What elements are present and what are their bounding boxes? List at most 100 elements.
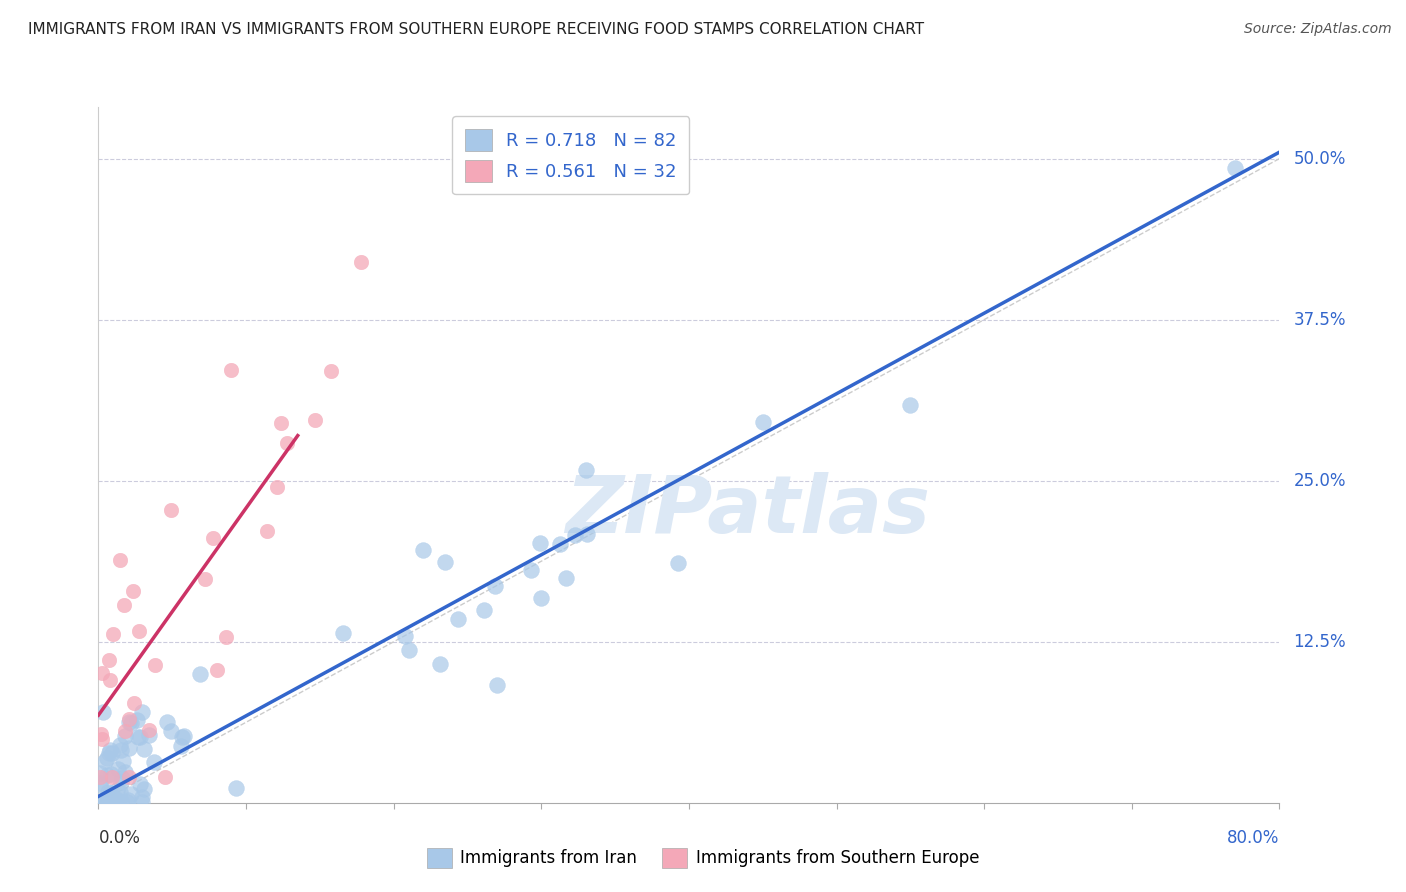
Point — [100, 786, 122, 800]
Point — [118, 712, 141, 726]
Point — [434, 555, 457, 569]
Point — [97, 791, 120, 805]
Point — [98, 673, 121, 687]
Point — [89, 778, 111, 792]
Point — [520, 563, 543, 577]
Point — [155, 770, 177, 784]
Point — [138, 723, 160, 737]
Point — [107, 762, 129, 776]
Point — [548, 536, 571, 550]
Point — [90, 665, 112, 680]
Point — [96, 751, 118, 765]
Point — [201, 531, 224, 545]
Point — [668, 556, 690, 570]
Point — [98, 747, 121, 761]
Point — [89, 770, 111, 784]
Point — [117, 795, 139, 809]
Point — [104, 795, 127, 809]
Point — [100, 767, 122, 781]
Point — [304, 413, 326, 427]
Point — [91, 795, 114, 809]
Point — [100, 795, 122, 809]
Point — [170, 731, 193, 745]
Point — [101, 747, 124, 761]
Point — [205, 663, 228, 677]
Point — [398, 643, 420, 657]
Point — [111, 754, 134, 768]
Point — [100, 788, 122, 802]
Point — [332, 626, 354, 640]
Point — [143, 657, 166, 672]
Text: 0.0%: 0.0% — [98, 829, 141, 847]
Point — [170, 739, 193, 753]
Point — [159, 503, 181, 517]
Text: 12.5%: 12.5% — [1294, 632, 1346, 651]
Point — [93, 754, 115, 768]
Point — [486, 678, 509, 692]
Text: 37.5%: 37.5% — [1294, 310, 1346, 328]
Point — [129, 731, 152, 745]
Point — [110, 795, 132, 809]
Point — [111, 771, 134, 785]
Point — [108, 784, 131, 798]
Point — [105, 783, 128, 797]
Point — [122, 696, 145, 710]
Point — [121, 584, 143, 599]
Point — [114, 724, 136, 739]
Text: Source: ZipAtlas.com: Source: ZipAtlas.com — [1244, 22, 1392, 37]
Point — [112, 598, 135, 612]
Point — [447, 612, 470, 626]
Point — [143, 755, 166, 769]
Point — [266, 480, 288, 494]
Point — [131, 789, 153, 804]
Point — [574, 463, 596, 477]
Point — [93, 705, 115, 719]
Point — [276, 435, 298, 450]
Point — [138, 728, 160, 742]
Point — [530, 591, 553, 605]
Point — [108, 738, 131, 752]
Point — [160, 724, 183, 739]
Point — [555, 571, 578, 585]
Point — [100, 743, 122, 757]
Point — [117, 740, 139, 755]
Point — [118, 770, 141, 784]
Point — [120, 787, 142, 801]
Point — [472, 603, 495, 617]
Point — [132, 781, 155, 796]
Point — [90, 795, 112, 809]
Point — [96, 795, 118, 809]
Point — [270, 416, 292, 430]
Point — [107, 795, 129, 809]
Point — [394, 629, 416, 643]
Point — [89, 766, 111, 780]
Point — [114, 729, 136, 743]
Point — [1223, 161, 1246, 175]
Point — [256, 524, 278, 538]
Point — [131, 705, 153, 719]
Point — [128, 624, 150, 638]
Point — [131, 795, 153, 809]
Point — [564, 528, 586, 542]
Point — [100, 795, 122, 809]
Point — [194, 572, 217, 586]
Legend: R = 0.718   N = 82, R = 0.561   N = 32: R = 0.718 N = 82, R = 0.561 N = 32 — [453, 116, 689, 194]
Point — [117, 793, 139, 807]
Point — [89, 776, 111, 790]
Point — [110, 743, 132, 757]
Point — [110, 774, 132, 789]
Point — [125, 713, 148, 727]
Point — [104, 795, 127, 809]
Point — [103, 627, 125, 641]
Point — [101, 770, 124, 784]
Point — [412, 543, 434, 558]
Point — [576, 526, 599, 541]
Point — [127, 730, 149, 744]
Point — [98, 653, 121, 667]
Text: IMMIGRANTS FROM IRAN VS IMMIGRANTS FROM SOUTHERN EUROPE RECEIVING FOOD STAMPS CO: IMMIGRANTS FROM IRAN VS IMMIGRANTS FROM … — [28, 22, 924, 37]
Point — [108, 553, 131, 567]
Text: 25.0%: 25.0% — [1294, 472, 1346, 490]
Point — [120, 716, 142, 731]
Point — [98, 795, 121, 809]
Point — [219, 362, 242, 376]
